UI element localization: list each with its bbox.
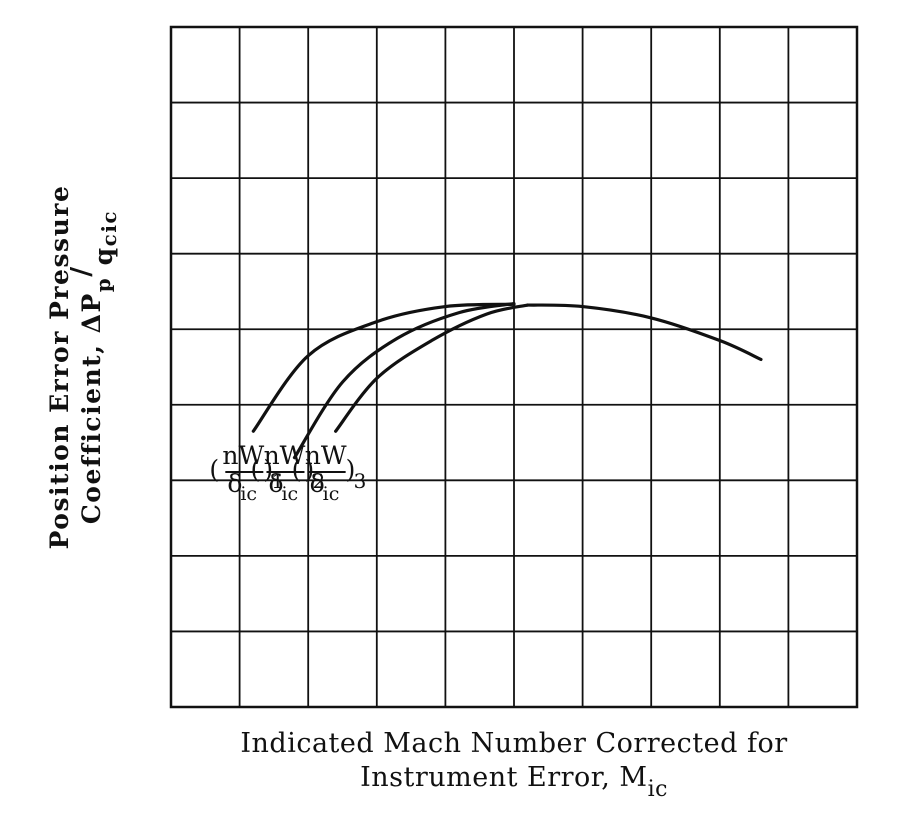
x-axis-label-line2: Instrument Error, Mic [360,762,668,802]
curves [251,301,763,460]
curve-label-delta: δ [227,469,242,498]
curve-label-open-paren: ( [250,455,260,484]
curve-label-den-sub: ic [240,483,257,505]
x-axis-label-line2-main: Instrument Error, M [360,762,648,793]
series-line-2 [292,301,516,460]
curve-label-den-sub: ic [323,483,340,505]
curve-label-delta: δ [310,469,325,498]
curve-label-close-paren: ) [346,455,356,484]
y-axis-label-q: q [89,246,118,265]
plot-frame [169,25,859,709]
plot-grid [171,27,857,707]
curve-label-numerator: nW [305,441,347,470]
x-axis-label-sub: ic [648,777,668,802]
svg-text:Coefficient, ΔPp/qcic: Coefficient, ΔPp/qcic [66,210,121,524]
series-line-4 [526,303,763,362]
curve-label-delta: δ [268,469,283,498]
y-axis-label-slash: / [66,265,97,276]
series-line-3 [334,303,530,433]
x-axis-label-line1: Indicated Mach Number Corrected for [240,728,787,759]
y-axis-label: Position Error Pressure Coefficient, ΔPp… [45,185,121,550]
curve-label-numerator: nW [222,441,264,470]
curve-label-index: 3 [354,469,367,493]
curve-label-numerator: nW [264,441,306,470]
svg-text:Position Error Pressure: Position Error Pressure [45,185,74,550]
y-axis-label-p-sub: p [91,277,115,292]
curve-label-open-paren: ( [292,455,302,484]
curve-label-index: 1 [271,469,284,493]
curve-label-open-paren: ( [209,455,219,484]
y-axis-label-line1: Position Error Pressure [45,185,74,550]
curve-label-close-paren: ) [304,455,314,484]
series-line-1 [251,302,516,433]
y-axis-label-cic-sub: cic [97,210,121,246]
curve-label-close-paren: ) [263,455,273,484]
curve-label-index: 2 [312,469,325,493]
y-axis-label-line2: Coefficient, ΔP [77,292,106,524]
curve-label-den-sub: ic [281,483,298,505]
